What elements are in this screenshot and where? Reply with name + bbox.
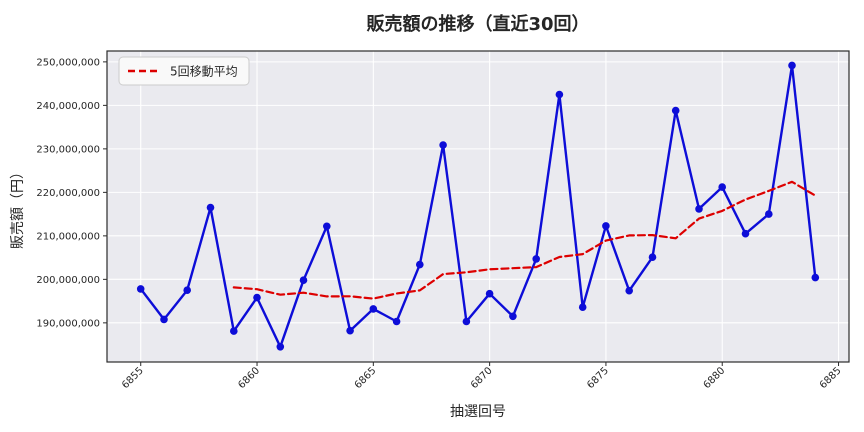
data-point: [532, 255, 540, 263]
y-tick-label: 220,000,000: [36, 188, 100, 199]
data-point: [648, 253, 657, 261]
x-tick-label: 6870: [469, 365, 495, 391]
data-point: [276, 343, 285, 351]
data-point: [369, 305, 378, 313]
data-point: [253, 293, 261, 302]
data-point: [183, 286, 191, 295]
x-tick-label: 6885: [818, 365, 844, 391]
data-point: [323, 222, 331, 231]
y-tick-label: 200,000,000: [36, 275, 100, 286]
data-point: [346, 326, 354, 335]
data-point: [625, 286, 633, 295]
y-tick-label: 250,000,000: [36, 57, 100, 68]
plot-area: [107, 51, 849, 362]
data-point: [671, 106, 680, 115]
y-tick-label: 240,000,000: [36, 101, 100, 112]
data-point: [602, 222, 610, 230]
data-point: [509, 312, 517, 321]
legend-box: [118, 56, 250, 86]
chart-title: 販売額の推移（直近30回）: [366, 13, 589, 35]
x-axis-label: 抽選回号: [450, 404, 506, 420]
data-point: [160, 315, 168, 324]
y-axis-label: 販売額（円）: [10, 165, 26, 249]
moving-average-line: [232, 180, 817, 300]
data-point: [136, 285, 145, 293]
x-tick-label: 6880: [702, 365, 728, 391]
legend: 5回移動平均: [118, 56, 250, 86]
data-point: [811, 273, 820, 282]
series-layer: [136, 61, 820, 351]
data-point: [416, 260, 424, 269]
x-tick-label: 6860: [236, 365, 262, 391]
data-point: [230, 327, 238, 335]
data-point: [741, 229, 750, 238]
data-point: [462, 317, 471, 326]
data-point: [695, 205, 703, 213]
data-point: [206, 203, 215, 212]
data-point: [578, 303, 587, 312]
data-point: [788, 61, 796, 70]
grid-layer: [107, 51, 849, 362]
data-point: [765, 210, 773, 218]
y-tick-label: 230,000,000: [36, 144, 100, 155]
sales-line: [139, 64, 817, 348]
data-point: [439, 141, 447, 149]
y-tick-label: 190,000,000: [36, 318, 100, 329]
data-point: [485, 289, 494, 298]
x-tick-label: 6865: [353, 365, 379, 391]
data-point: [392, 317, 401, 326]
x-tick-label: 6875: [585, 365, 611, 391]
data-point: [299, 276, 308, 285]
data-point: [718, 183, 726, 191]
y-tick-label: 210,000,000: [36, 231, 100, 242]
x-tick-label: 6855: [120, 365, 146, 391]
legend-label: 5回移動平均: [170, 65, 238, 79]
data-point: [555, 90, 564, 99]
plot-border: [106, 50, 850, 363]
